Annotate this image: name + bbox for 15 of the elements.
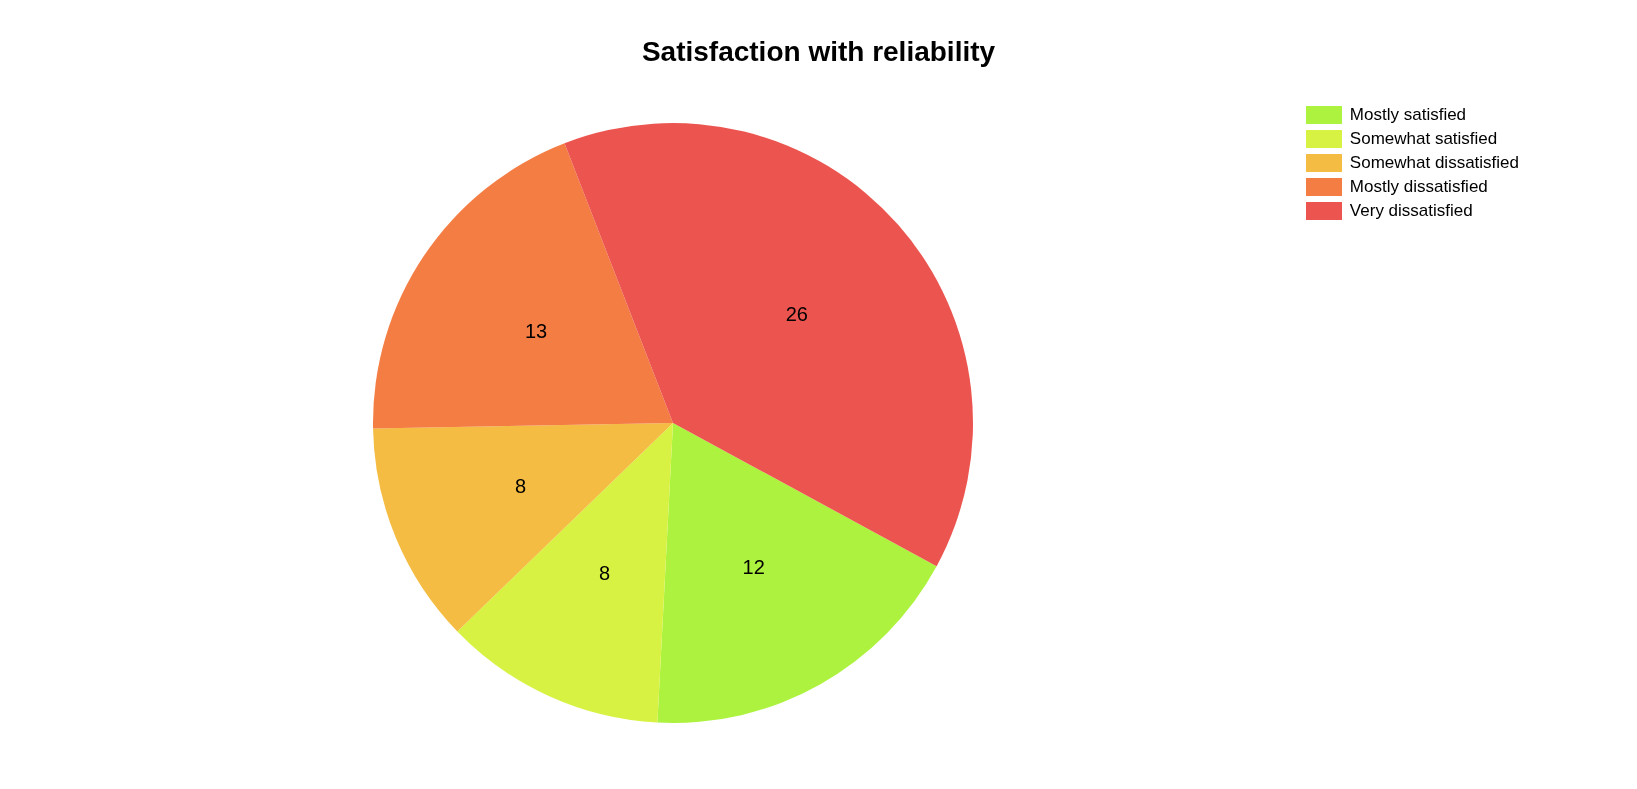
legend-label: Very dissatisfied (1349, 201, 1473, 221)
pie-slice (657, 423, 937, 723)
legend-label: Somewhat satisfied (1349, 129, 1498, 149)
legend-label: Mostly satisfied (1349, 105, 1467, 125)
data-label: 12 (742, 555, 765, 578)
pie-slice (373, 423, 673, 632)
pie-slice (373, 143, 673, 429)
data-label: 8 (599, 562, 611, 585)
data-label: 26 (785, 302, 808, 325)
data-label: 8 (515, 475, 527, 498)
pie-slice (457, 423, 673, 723)
data-label: 13 (524, 320, 548, 343)
chart-title: Satisfaction with reliability (640, 36, 997, 68)
legend-label: Mostly dissatisfied (1349, 177, 1488, 197)
legend-label: Somewhat dissatisfied (1349, 153, 1519, 173)
